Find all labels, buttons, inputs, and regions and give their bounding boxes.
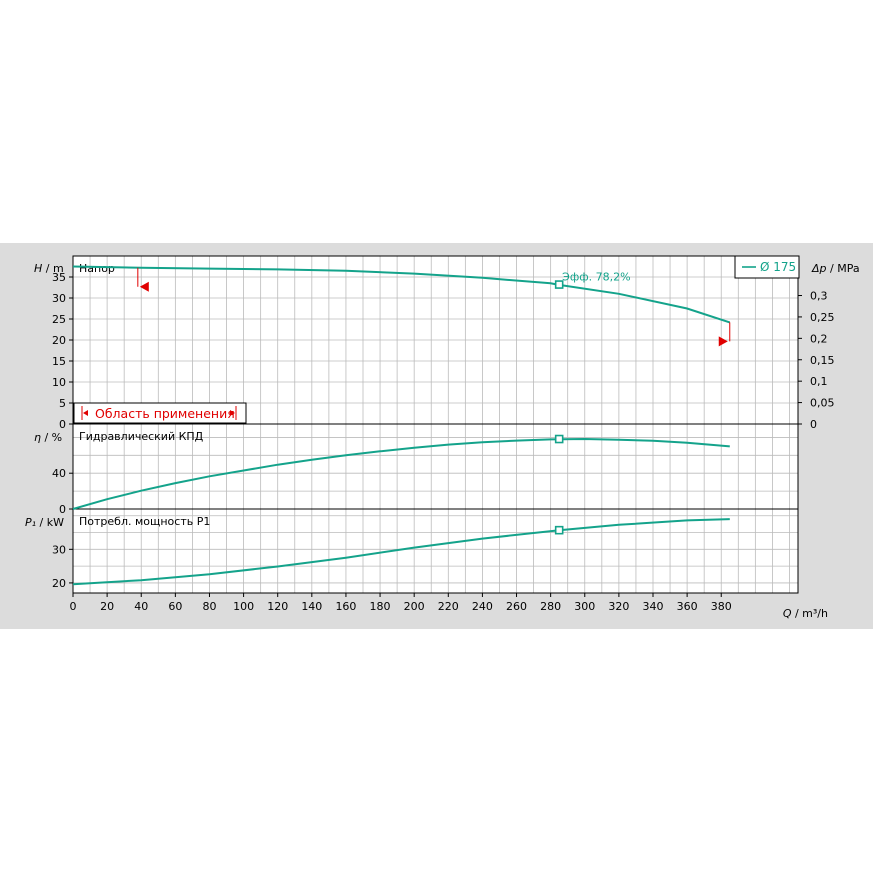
legend-box bbox=[734, 255, 800, 279]
tick-label-x: 120 bbox=[267, 600, 288, 613]
duty-point-eff bbox=[554, 434, 564, 444]
series-line-eff bbox=[72, 437, 730, 510]
tick-label-x: 60 bbox=[168, 600, 182, 613]
range-min-arrow bbox=[139, 281, 149, 292]
range-max-arrow bbox=[718, 336, 728, 347]
tick-label-head: 30 bbox=[52, 292, 66, 305]
tick-label-dp: 0,1 bbox=[810, 375, 828, 388]
pump-curve-svg: 05101520253035040203000,050,10,150,20,25… bbox=[25, 255, 860, 620]
tick-label-x: 340 bbox=[643, 600, 664, 613]
panel-label-eff: Гидравлический КПД bbox=[79, 430, 204, 443]
tick-label-head: 35 bbox=[52, 271, 66, 284]
tick-label-dp: 0,15 bbox=[810, 354, 835, 367]
duty-point-label: Эфф. 78,2% bbox=[562, 271, 630, 284]
tick-label-eff: 40 bbox=[52, 467, 66, 480]
tick-label-x: 140 bbox=[301, 600, 322, 613]
tick-label-x: 320 bbox=[608, 600, 629, 613]
tick-label-x: 0 bbox=[70, 600, 77, 613]
tick-label-x: 160 bbox=[335, 600, 356, 613]
axis-title-eff: η / % bbox=[34, 431, 62, 444]
tick-label-dp: 0,3 bbox=[810, 290, 828, 303]
tick-label-head: 25 bbox=[52, 313, 66, 326]
tick-label-x: 300 bbox=[574, 600, 595, 613]
tick-label-x: 380 bbox=[711, 600, 732, 613]
plot-area-2 bbox=[73, 509, 798, 593]
axis-title-power: P₁ / kW bbox=[25, 516, 64, 529]
series-line-power bbox=[72, 518, 730, 586]
tick-label-head: 15 bbox=[52, 355, 66, 368]
tick-label-head: 20 bbox=[52, 334, 66, 347]
duty-point-power bbox=[554, 525, 564, 535]
tick-label-power: 20 bbox=[52, 577, 66, 590]
tick-label-x: 20 bbox=[100, 600, 114, 613]
panel-label-head: Напор bbox=[79, 262, 115, 275]
tick-label-power: 30 bbox=[52, 543, 66, 556]
legend-label: Ø 175 bbox=[760, 260, 796, 274]
series-line-head bbox=[72, 265, 731, 324]
range-legend-arrow-left bbox=[83, 410, 88, 416]
tick-label-x: 360 bbox=[677, 600, 698, 613]
plot-border-2 bbox=[72, 508, 799, 594]
range-legend-label: Область применения bbox=[95, 406, 235, 421]
tick-label-x: 100 bbox=[233, 600, 254, 613]
tick-label-x: 280 bbox=[540, 600, 561, 613]
axis-title-head: H / m bbox=[34, 262, 64, 275]
range-legend-box bbox=[73, 402, 247, 424]
tick-label-x: 40 bbox=[134, 600, 148, 613]
tick-label-x: 220 bbox=[438, 600, 459, 613]
tick-label-x: 180 bbox=[370, 600, 391, 613]
tick-label-x: 80 bbox=[202, 600, 216, 613]
duty-point-head bbox=[554, 280, 564, 289]
pump-curve-chart: 0 5 10 15 20 25 30 35 0 40 20 30 0 0,05 0,1 0,15 0,2 0,25… bbox=[0, 243, 873, 629]
tick-label-head: 10 bbox=[52, 376, 66, 389]
tick-label-x: 240 bbox=[472, 600, 493, 613]
tick-label-dp: 0,2 bbox=[810, 332, 828, 345]
tick-label-dp: 0 bbox=[810, 418, 817, 431]
tick-label-head: 0 bbox=[59, 418, 66, 431]
axis-title-dp: Δp / MPa bbox=[811, 262, 860, 275]
tick-label-eff: 0 bbox=[59, 503, 66, 516]
tick-label-dp: 0,25 bbox=[810, 311, 835, 324]
tick-label-head: 5 bbox=[59, 397, 66, 410]
axis-title-q: Q / m³/h bbox=[783, 607, 828, 620]
plot-area-1 bbox=[73, 424, 798, 509]
panel-label-power: Потребл. мощность P1 bbox=[79, 515, 210, 528]
tick-label-x: 200 bbox=[404, 600, 425, 613]
tick-label-x: 260 bbox=[506, 600, 527, 613]
range-legend-arrow-right bbox=[230, 410, 235, 416]
tick-label-dp: 0,05 bbox=[810, 397, 835, 410]
